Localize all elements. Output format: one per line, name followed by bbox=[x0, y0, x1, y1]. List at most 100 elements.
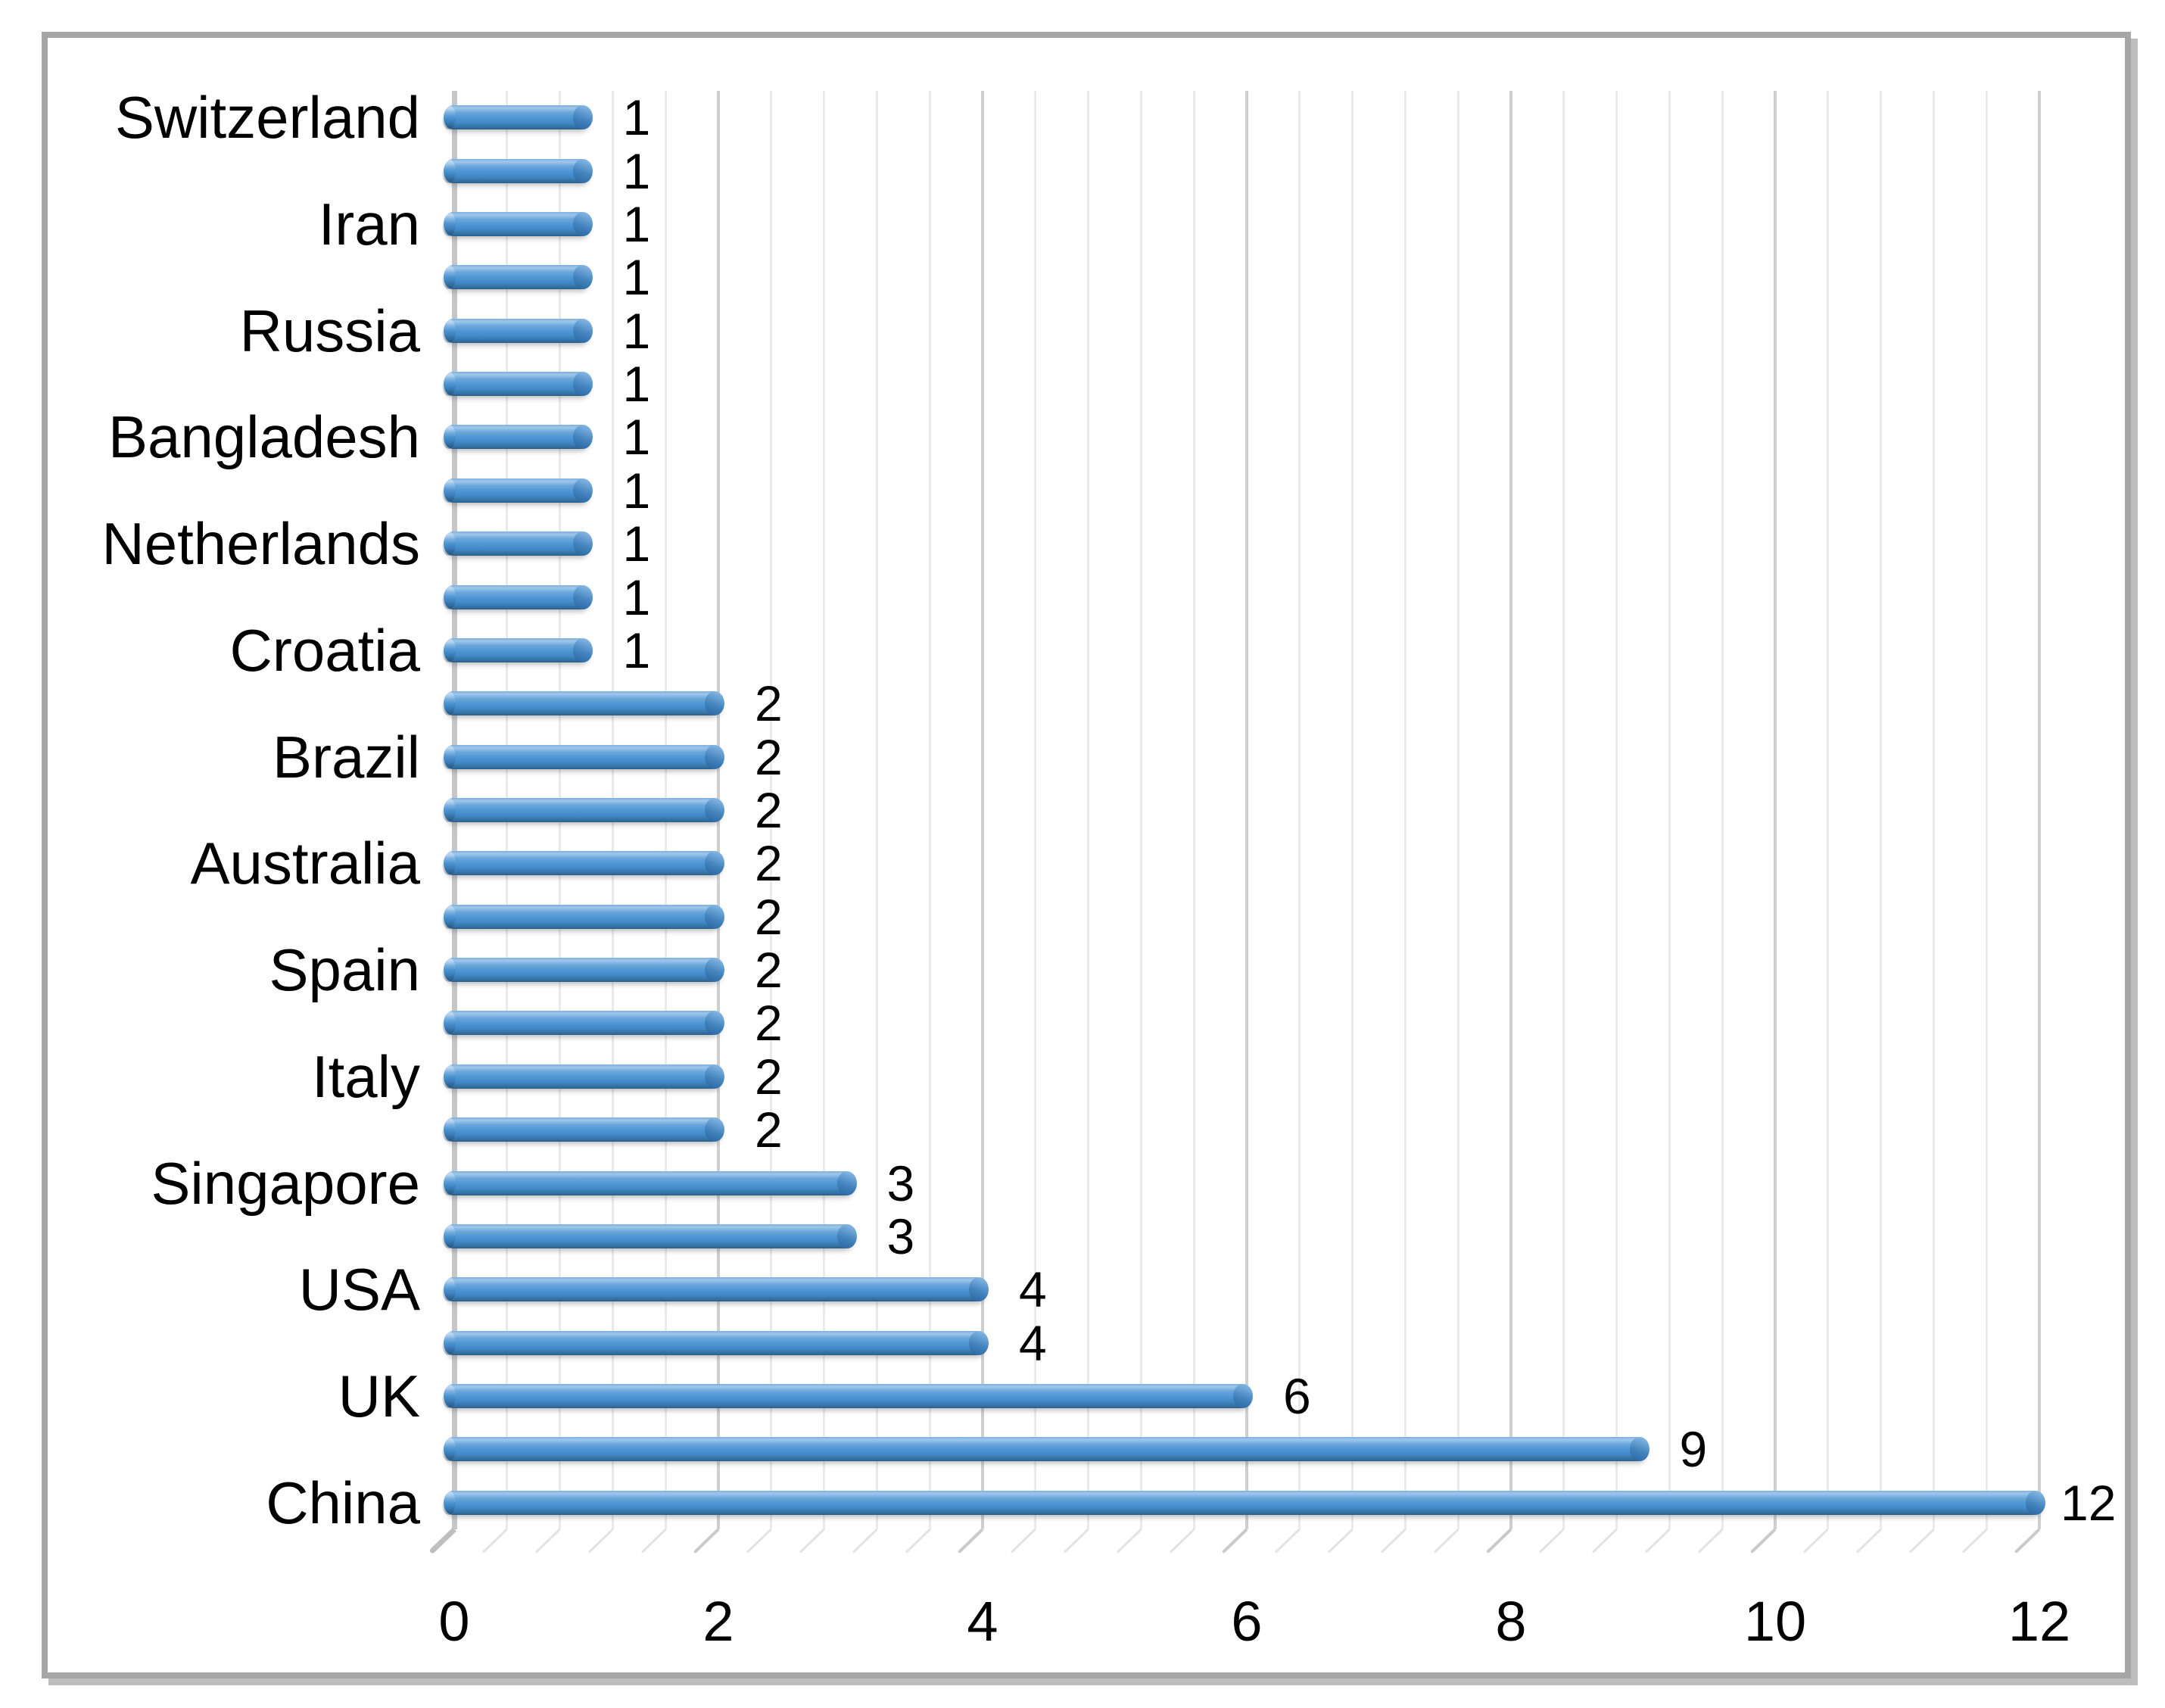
bar bbox=[442, 425, 592, 450]
value-label: 1 bbox=[622, 142, 651, 199]
value-label: 6 bbox=[1283, 1368, 1311, 1425]
category-label: Bangladesh bbox=[107, 404, 420, 471]
value-label: 1 bbox=[622, 516, 651, 572]
category-label: UK bbox=[338, 1363, 420, 1430]
x-tick-label: 12 bbox=[2008, 1590, 2071, 1653]
gridline-minor bbox=[1985, 91, 1988, 1529]
value-label: 12 bbox=[2061, 1474, 2117, 1531]
bar bbox=[442, 531, 592, 556]
bar bbox=[442, 478, 592, 503]
bar bbox=[442, 584, 592, 609]
bar bbox=[442, 1170, 856, 1195]
category-label: Switzerland bbox=[114, 84, 420, 151]
bar bbox=[442, 158, 592, 183]
gridline-minor bbox=[1139, 91, 1142, 1529]
gridline-major bbox=[981, 91, 984, 1529]
gridline-minor bbox=[1403, 91, 1406, 1529]
gridline-minor bbox=[928, 91, 931, 1529]
bar bbox=[442, 1490, 2045, 1515]
value-label: 2 bbox=[755, 995, 783, 1052]
value-label: 1 bbox=[622, 89, 651, 146]
gridline-minor bbox=[1668, 91, 1671, 1529]
value-label: 2 bbox=[755, 835, 783, 892]
gridline-minor bbox=[1615, 91, 1618, 1529]
bar bbox=[442, 265, 592, 290]
gridline-minor bbox=[1087, 91, 1090, 1529]
value-label: 1 bbox=[622, 569, 651, 625]
bar bbox=[442, 958, 724, 983]
gridline-major bbox=[1509, 91, 1512, 1529]
value-label: 1 bbox=[622, 356, 651, 413]
x-tick-label: 6 bbox=[1231, 1590, 1263, 1653]
bar bbox=[442, 372, 592, 397]
bar bbox=[442, 1330, 989, 1355]
gridline-minor bbox=[770, 91, 773, 1529]
x-tick-label: 10 bbox=[1743, 1590, 1807, 1653]
value-label: 1 bbox=[622, 462, 651, 519]
gridline-minor bbox=[1562, 91, 1565, 1529]
category-label: China bbox=[266, 1469, 420, 1536]
gridline-minor bbox=[1351, 91, 1354, 1529]
x-tick-label: 2 bbox=[702, 1590, 734, 1653]
bar bbox=[442, 1437, 1649, 1462]
value-label: 3 bbox=[886, 1155, 915, 1211]
bar bbox=[442, 211, 592, 236]
bar bbox=[442, 105, 592, 130]
value-label: 3 bbox=[886, 1208, 915, 1264]
value-label: 1 bbox=[622, 195, 651, 252]
bar bbox=[442, 744, 724, 769]
gridline-minor bbox=[1880, 91, 1883, 1529]
value-label: 2 bbox=[755, 675, 783, 732]
gridline-minor bbox=[1298, 91, 1301, 1529]
bar bbox=[442, 691, 724, 716]
category-label: Croatia bbox=[229, 616, 420, 684]
value-label: 1 bbox=[622, 409, 651, 466]
category-label: Netherlands bbox=[101, 510, 420, 578]
value-label: 4 bbox=[1019, 1314, 1047, 1371]
gridline-major bbox=[1245, 91, 1248, 1529]
value-label: 2 bbox=[755, 942, 783, 999]
category-label: Iran bbox=[318, 190, 420, 257]
gridline-minor bbox=[1034, 91, 1037, 1529]
gridline-minor bbox=[1932, 91, 1935, 1529]
gridline-major bbox=[2038, 91, 2041, 1529]
bar bbox=[442, 851, 724, 876]
bar bbox=[442, 798, 724, 822]
x-tick-label: 0 bbox=[438, 1590, 470, 1653]
gridline-minor bbox=[1456, 91, 1459, 1529]
value-label: 1 bbox=[622, 302, 651, 359]
gridline-minor bbox=[1721, 91, 1724, 1529]
category-label: Italy bbox=[311, 1043, 420, 1110]
gridline-minor bbox=[823, 91, 826, 1529]
bar bbox=[442, 1223, 856, 1248]
x-tick-label: 4 bbox=[967, 1590, 998, 1653]
gridline-minor bbox=[1192, 91, 1195, 1529]
bar bbox=[442, 1064, 724, 1089]
value-label: 4 bbox=[1019, 1261, 1047, 1318]
value-label: 1 bbox=[622, 249, 651, 306]
category-label: Australia bbox=[190, 830, 420, 897]
value-label: 1 bbox=[622, 622, 651, 678]
bar bbox=[442, 318, 592, 343]
bar bbox=[442, 1117, 724, 1142]
bar bbox=[442, 1384, 1253, 1409]
bar bbox=[442, 1011, 724, 1036]
value-label: 2 bbox=[755, 1102, 783, 1158]
category-label: Russia bbox=[239, 297, 420, 364]
value-label: 2 bbox=[755, 1048, 783, 1105]
value-label: 9 bbox=[1679, 1421, 1708, 1478]
x-tick-label: 8 bbox=[1495, 1590, 1527, 1653]
gridline-minor bbox=[875, 91, 878, 1529]
category-label: USA bbox=[298, 1256, 420, 1323]
bar bbox=[442, 637, 592, 662]
category-label: Singapore bbox=[151, 1149, 420, 1217]
value-label: 2 bbox=[755, 782, 783, 838]
bar bbox=[442, 1277, 989, 1302]
gridline-major bbox=[1774, 91, 1777, 1529]
gridline-minor bbox=[1827, 91, 1830, 1529]
value-label: 2 bbox=[755, 888, 783, 945]
bar bbox=[442, 904, 724, 929]
category-label: Spain bbox=[269, 937, 421, 1004]
value-label: 2 bbox=[755, 728, 783, 785]
